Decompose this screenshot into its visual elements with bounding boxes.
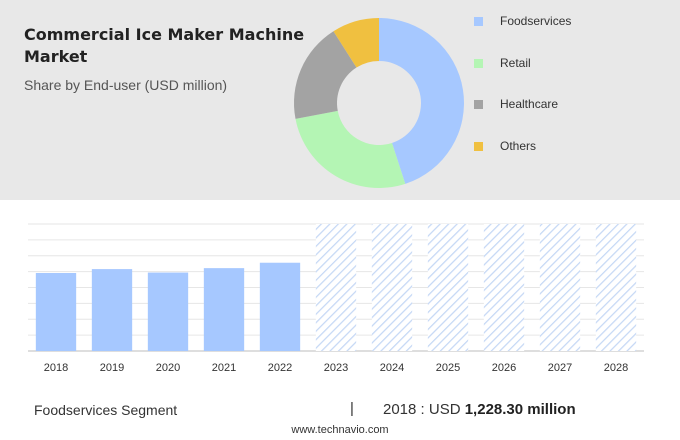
legend-item-others: Others [474, 136, 536, 156]
legend-label: Retail [500, 56, 531, 70]
bar-2018 [35, 273, 77, 351]
legend-label: Foodservices [500, 14, 572, 28]
legend-swatch [474, 58, 483, 68]
forecast-bar-2027 [539, 224, 581, 351]
legend-swatch [474, 141, 483, 151]
forecast-bar-2028 [595, 224, 637, 351]
chart-title: Commercial Ice Maker Machine Market [24, 25, 305, 66]
x-tick-label: 2019 [100, 362, 124, 374]
forecast-bar-2025 [427, 224, 469, 351]
x-tick-label: 2026 [492, 362, 516, 374]
summary-panel: Commercial Ice Maker Machine Market Shar… [0, 0, 680, 200]
legend-item-foodservices: Foodservices [474, 11, 571, 31]
bar-2020 [147, 272, 189, 351]
legend-swatch [474, 16, 483, 26]
x-tick-label: 2020 [156, 362, 180, 374]
bar-2019 [91, 269, 133, 351]
segment-label: Foodservices Segment [34, 402, 178, 418]
year-prefix: 2018 : USD [383, 401, 461, 418]
legend-label: Healthcare [500, 97, 559, 111]
pie-slice-others [333, 18, 379, 68]
forecast-bar-2026 [483, 224, 525, 351]
source-link[interactable]: www.technavio.com [291, 424, 389, 436]
x-tick-label: 2024 [380, 362, 404, 374]
footer-divider: | [350, 400, 354, 417]
x-tick-label: 2023 [324, 362, 348, 374]
bar-chart: 2018 2019 2020 2021 2022 2023 2024 2025 2026 2027… [28, 223, 644, 374]
pie-slice-retail [295, 110, 406, 188]
x-tick-label: 2025 [436, 362, 460, 374]
legend-swatch [474, 99, 483, 109]
x-tick-label: 2021 [212, 362, 236, 374]
legend-label: Others [500, 139, 537, 153]
pie-slice-healthcare [294, 31, 357, 119]
forecast-bar-2024 [371, 224, 413, 351]
segment-value: 2018 : USD 1,228.30 million [383, 401, 576, 418]
pie-slice-foodservices [379, 18, 464, 184]
x-tick-label: 2028 [604, 362, 628, 374]
bar-2021 [203, 268, 245, 351]
forecast-bar-2023 [315, 224, 357, 351]
legend-item-retail: Retail [474, 53, 531, 73]
donut-chart [294, 18, 464, 188]
value-amount: 1,228.30 million [464, 401, 576, 418]
x-tick-label: 2027 [548, 362, 572, 374]
x-tick-label: 2018 [44, 362, 68, 374]
x-tick-label: 2022 [268, 362, 292, 374]
bar-2022 [259, 262, 301, 351]
legend-item-healthcare: Healthcare [474, 94, 558, 114]
chart-subtitle: Share by End-user (USD million) [24, 77, 228, 93]
